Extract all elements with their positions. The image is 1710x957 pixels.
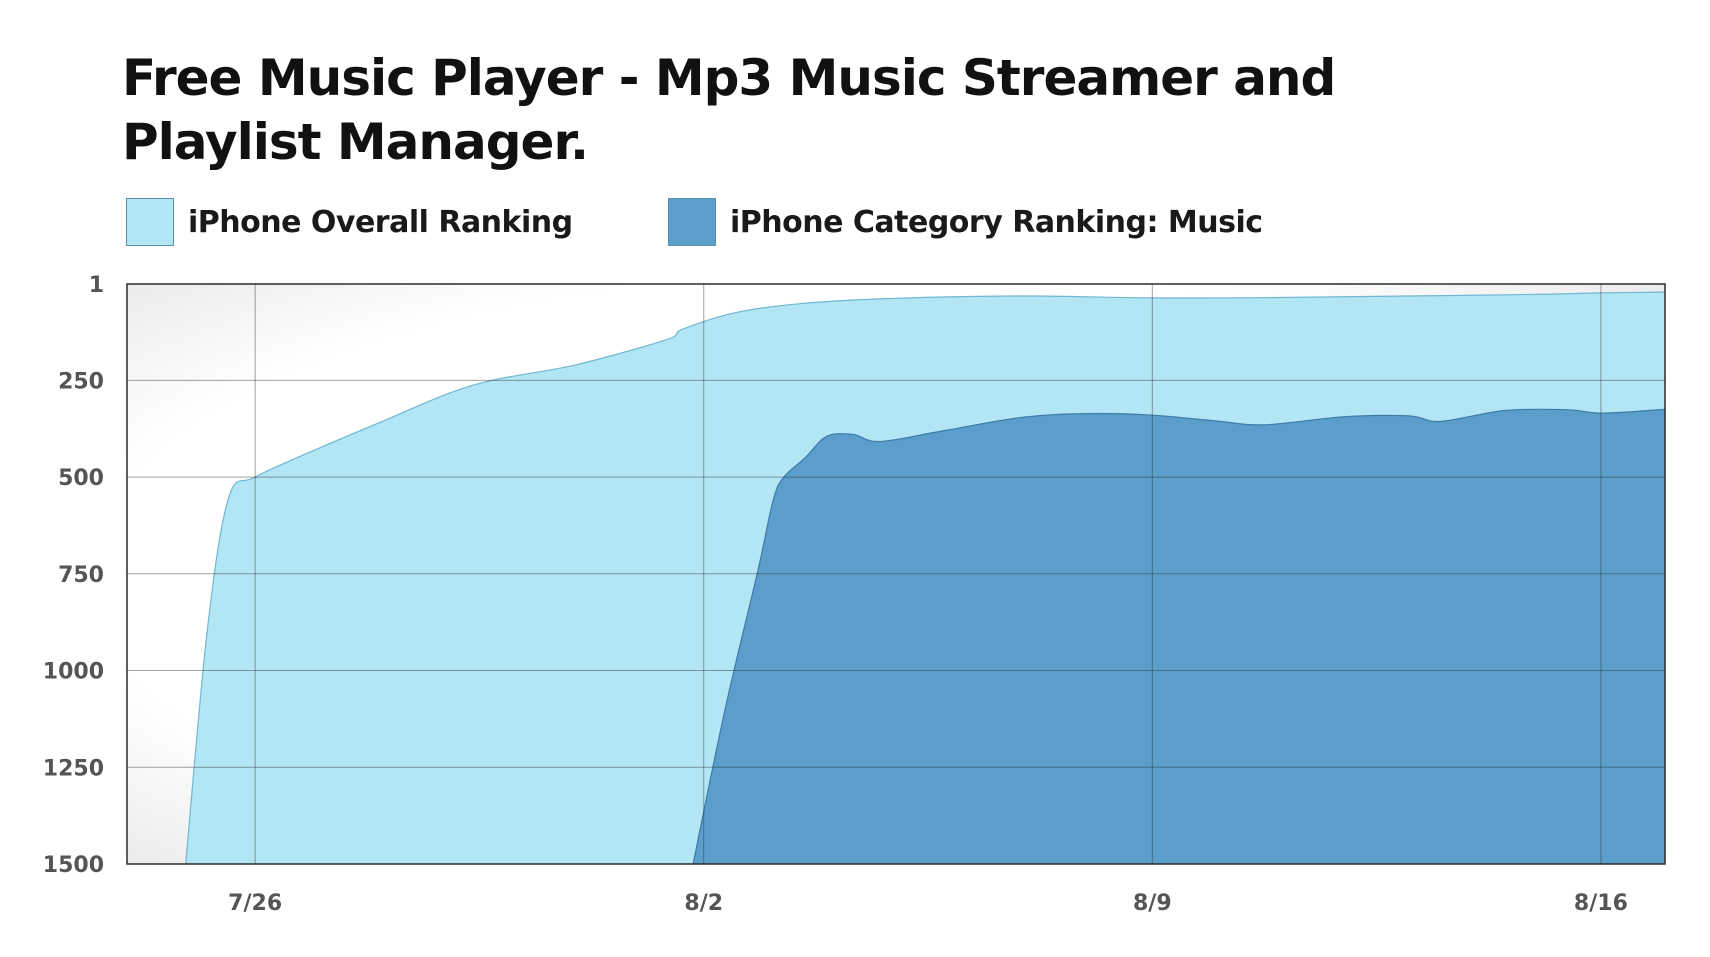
y-tick-label: 1500 [43,853,104,878]
chart-title: Free Music Player - Mp3 Music Streamer a… [122,49,1336,171]
legend-swatch-overall [126,198,174,246]
line-category-ranking [692,408,1666,865]
legend-swatch-category [668,198,716,246]
y-tick-label: 1 [89,273,104,298]
x-tick-label: 7/26 [228,891,282,916]
y-tick-label: 500 [58,466,104,491]
line-overall-ranking [185,291,1666,865]
y-tick-label: 1000 [43,660,104,685]
y-tick-label: 1250 [43,756,104,781]
plot-border [126,283,1666,865]
legend-label-overall: iPhone Overall Ranking [188,204,573,240]
x-tick-label: 8/16 [1574,891,1628,916]
x-tick-label: 8/9 [1133,891,1172,916]
y-tick-label: 250 [58,369,104,394]
y-tick-label: 750 [58,563,104,588]
chart-legend: iPhone Overall Ranking iPhone Category R… [126,196,1526,248]
legend-label-category: iPhone Category Ranking: Music [730,204,1263,240]
legend-item-overall: iPhone Overall Ranking [126,196,573,248]
legend-item-category: iPhone Category Ranking: Music [668,196,1263,248]
area-category-ranking [693,409,1665,864]
x-tick-label: 8/2 [684,891,723,916]
